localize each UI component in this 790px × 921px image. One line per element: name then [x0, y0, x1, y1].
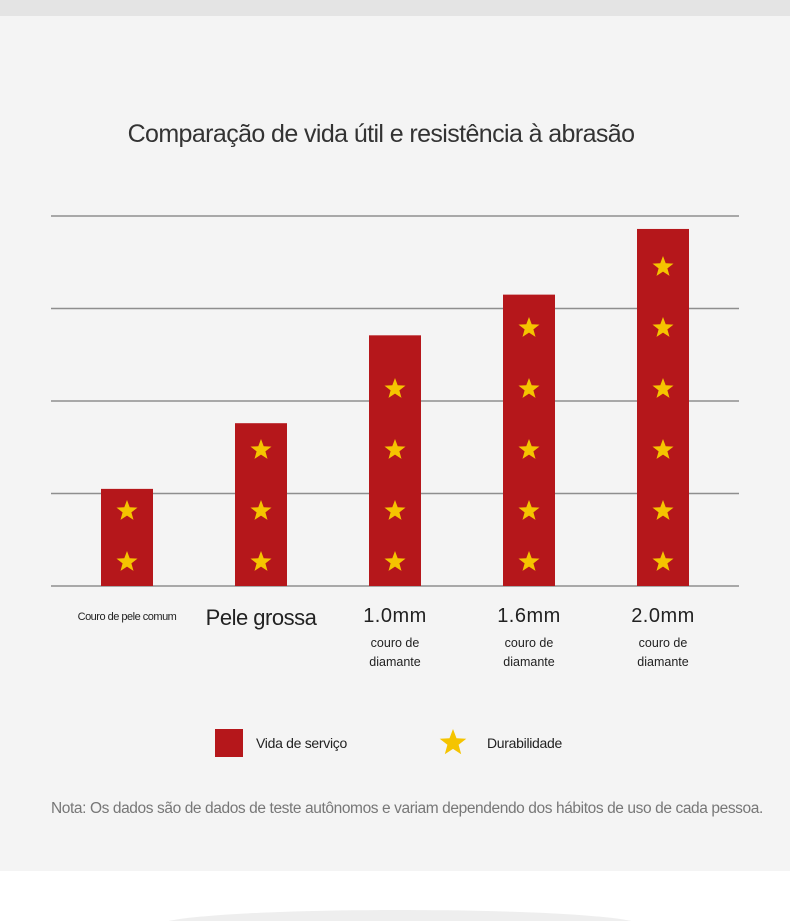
x-tick-label: 1.6mm [497, 605, 561, 627]
star [652, 551, 674, 571]
star [384, 551, 406, 571]
chart-title: Comparação de vida útil e resistência à … [127, 120, 635, 148]
star [652, 256, 674, 276]
top-strip [0, 0, 790, 16]
x-tick-label: Couro de pele comum [77, 611, 177, 623]
legend-label: Vida de serviço [256, 735, 347, 751]
star [652, 439, 674, 459]
legend-star [439, 729, 467, 755]
star [652, 317, 674, 337]
x-tick-label: 1.0mm [363, 605, 427, 627]
star [518, 378, 540, 398]
shadow [160, 910, 640, 921]
x-tick-sublabel: couro de diamante [637, 636, 689, 669]
star-group [250, 439, 272, 571]
x-tick-label: Pele grossa [205, 605, 317, 630]
star [518, 551, 540, 571]
star [384, 500, 406, 520]
star [116, 500, 138, 520]
star [384, 378, 406, 398]
x-tick-label: 2.0mm [631, 605, 695, 627]
x-tick-sublabel: couro de diamante [369, 636, 421, 669]
bar [369, 335, 421, 586]
star [384, 439, 406, 459]
star [250, 500, 272, 520]
bar [637, 228, 689, 586]
legend-swatch [215, 729, 243, 757]
star-group [652, 256, 674, 571]
star-group [518, 317, 540, 571]
x-tick-sublabel: couro de diamante [503, 636, 555, 669]
star [652, 378, 674, 398]
star [518, 317, 540, 337]
star [250, 439, 272, 459]
star [652, 500, 674, 520]
note: Nota: Os dados são de dados de teste aut… [51, 800, 763, 817]
star [250, 551, 272, 571]
star-group [116, 500, 138, 571]
legend-label: Durabilidade [487, 735, 563, 751]
star-group [384, 378, 406, 571]
star [518, 439, 540, 459]
star [518, 500, 540, 520]
star [116, 551, 138, 571]
